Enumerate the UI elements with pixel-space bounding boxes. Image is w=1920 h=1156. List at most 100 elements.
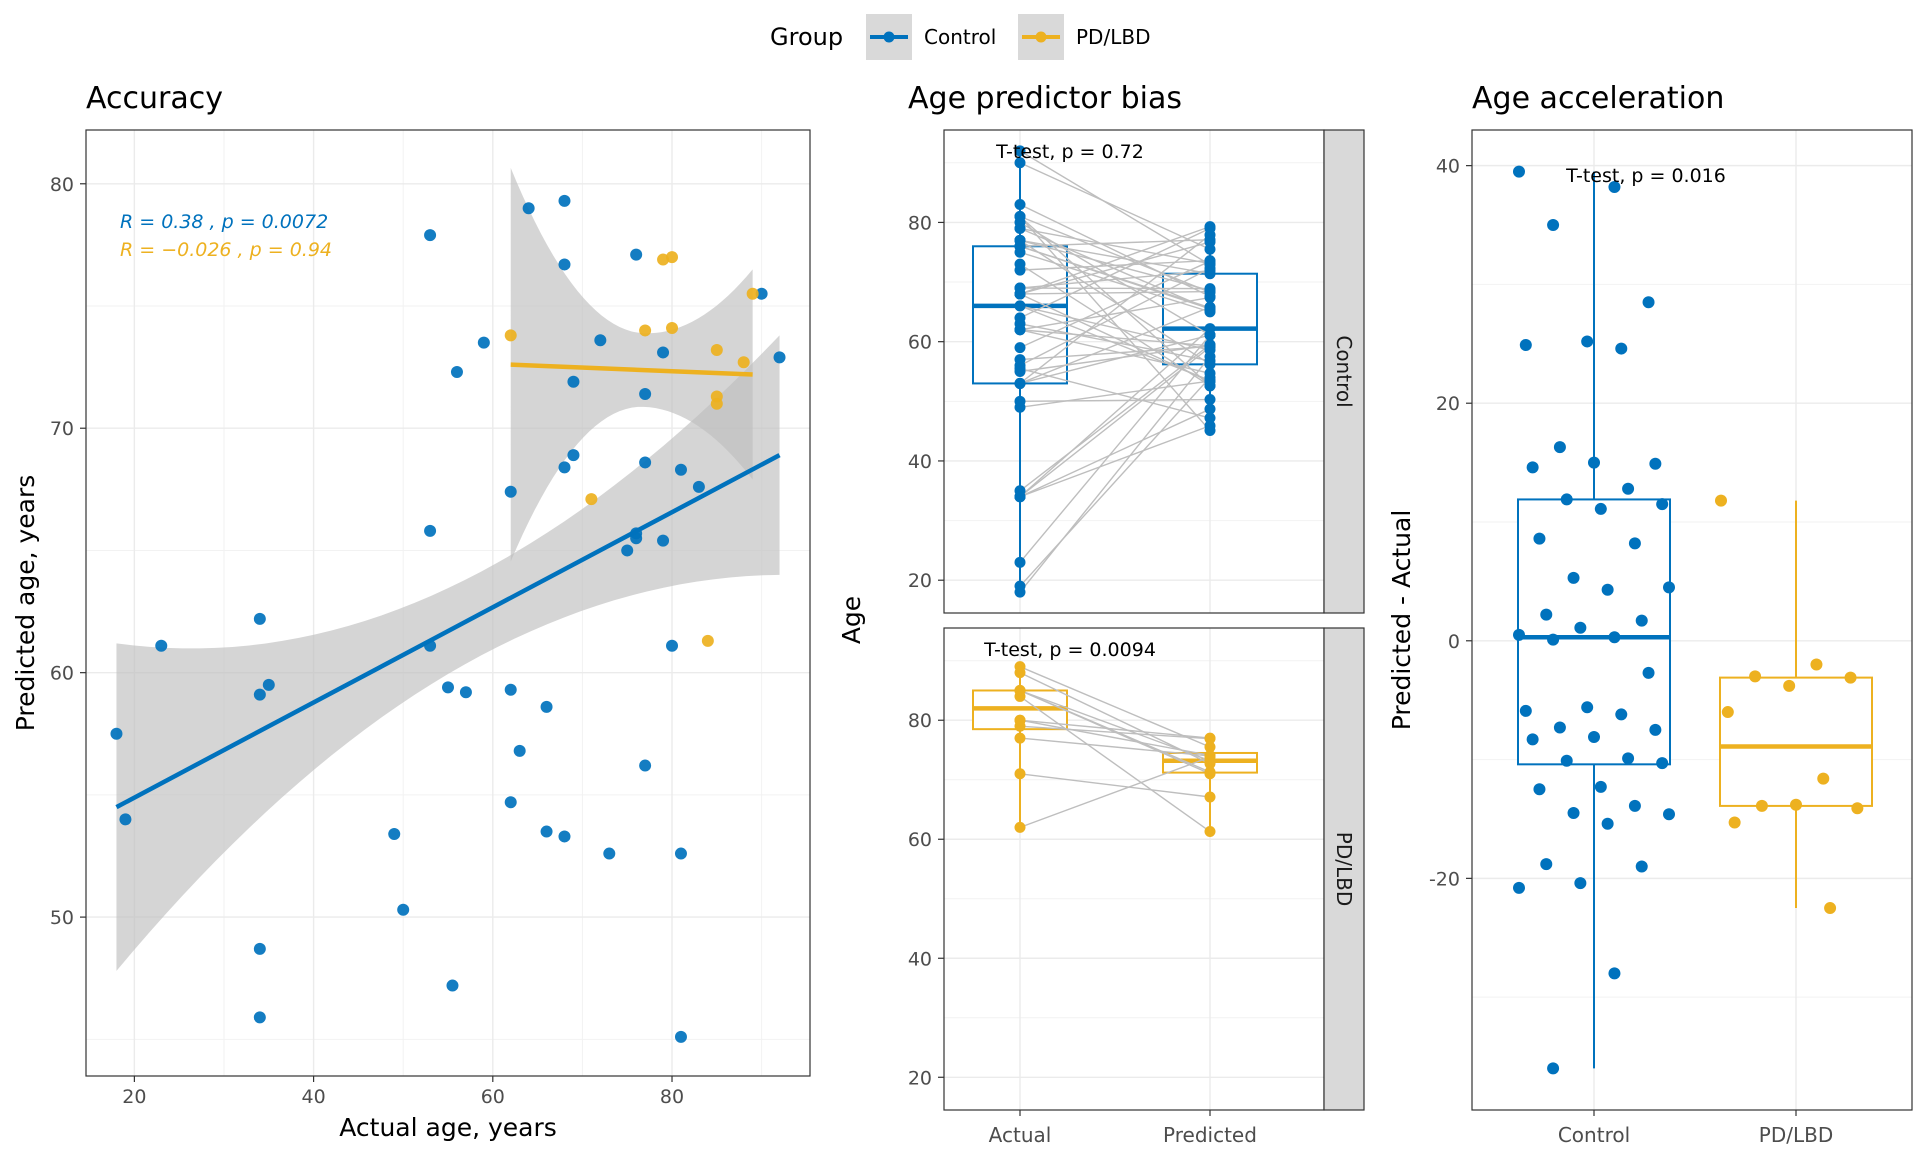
data-point-predicted [1204, 758, 1216, 770]
data-point-control [755, 287, 768, 300]
data-point-control [639, 759, 652, 772]
pair-line [1019, 287, 1211, 290]
data-point-actual [1014, 312, 1026, 324]
data-point-pd [639, 324, 652, 337]
legend-label-control: Control [924, 25, 996, 49]
data-point-pd [666, 322, 679, 334]
confidence-ribbon-pd [510, 167, 753, 562]
pair-line [1019, 290, 1211, 295]
data-point-actual [1014, 580, 1026, 592]
y-tick-label: 20 [1436, 393, 1460, 415]
data-point-control [540, 700, 553, 713]
data-point-control [504, 485, 517, 498]
data-point-actual [1014, 768, 1026, 780]
pair-line [1019, 695, 1211, 833]
pair-line [1019, 215, 1211, 431]
pair-line [1019, 239, 1211, 275]
accuracy-annotation-control: R = 0.38 , p = 0.0072 [120, 211, 328, 233]
data-point-control [155, 639, 168, 652]
data-point-control [1560, 754, 1573, 767]
data-point-control [1594, 780, 1607, 793]
facet-strip-label: Control [1332, 335, 1356, 407]
data-point-actual [1014, 199, 1026, 211]
data-point-control [450, 366, 463, 378]
data-point-predicted [1204, 303, 1216, 315]
pair-line [1019, 162, 1211, 250]
x-tick-label: Actual [989, 1123, 1052, 1147]
data-point-predicted [1204, 412, 1216, 424]
y-tick-label: 80 [50, 174, 74, 196]
accuracy-panel: Accuracy 20 40 60 80 50 60 70 80 R = 0.38 , p =… [11, 81, 811, 1142]
pair-line [1019, 225, 1211, 295]
data-point-actual [1014, 234, 1026, 246]
data-point-control [1615, 342, 1628, 355]
data-point-control [558, 830, 571, 843]
pair-line [1019, 380, 1211, 408]
data-point-control [424, 229, 437, 242]
data-point-control [1526, 733, 1539, 746]
data-point-control [692, 480, 705, 493]
data-point-control [1574, 877, 1587, 890]
pair-line [1019, 689, 1211, 775]
data-point-control [603, 847, 616, 860]
data-point-control [1540, 608, 1553, 621]
pair-line [1019, 239, 1211, 365]
data-point-control [630, 248, 643, 261]
data-point-actual [1014, 377, 1026, 389]
data-point-control [504, 683, 517, 696]
data-point-pd [737, 356, 750, 369]
data-point-control [1567, 807, 1580, 820]
data-point-control [253, 688, 266, 701]
bias-panel: Age predictor bias Age Control T-test, p … [837, 81, 1365, 1147]
data-point-actual [1014, 282, 1026, 294]
pair-line [1019, 215, 1211, 293]
data-point-actual [1014, 491, 1026, 503]
data-point-pd [666, 251, 679, 264]
data-point-control [1526, 461, 1539, 474]
data-point-control [639, 456, 652, 469]
data-point-control [639, 388, 652, 400]
data-point-control [558, 461, 571, 474]
y-tick-label: 80 [908, 212, 932, 234]
data-point-control [397, 903, 410, 916]
data-point-control [567, 449, 580, 462]
data-point-control [1547, 219, 1560, 232]
accuracy-xlabel: Actual age, years [339, 1113, 557, 1142]
pair-line [1019, 756, 1211, 829]
data-point-control [666, 639, 679, 652]
data-point-pd [1844, 671, 1857, 684]
data-point-control [1519, 339, 1532, 352]
data-point-actual [1014, 145, 1026, 157]
data-point-control [442, 681, 454, 694]
data-point-control [674, 1030, 687, 1043]
data-point-predicted [1204, 290, 1216, 302]
pair-line [1019, 773, 1211, 798]
data-point-control [446, 979, 459, 992]
pair-line [1019, 666, 1211, 748]
data-point-control [1513, 165, 1525, 178]
facet-control: Control T-test, p = 0.72 20 40 60 80 [908, 129, 1365, 614]
data-point-control [119, 813, 132, 826]
y-tick-label: 0 [1448, 631, 1460, 653]
data-point-pd [1749, 670, 1762, 683]
data-point-control [1656, 498, 1669, 511]
accuracy-title: Accuracy [86, 81, 223, 116]
data-point-control [110, 727, 123, 740]
y-tick-label: 20 [908, 1067, 932, 1089]
data-point-predicted [1204, 425, 1216, 437]
data-point-control [1540, 858, 1553, 871]
data-point-control [1560, 493, 1573, 506]
data-point-predicted [1204, 234, 1216, 246]
data-point-control [253, 942, 266, 955]
data-point-control [253, 1011, 266, 1024]
data-point-control [1547, 1062, 1560, 1075]
legend-label-pd: PD/LBD [1076, 25, 1150, 49]
data-point-control [1635, 614, 1648, 627]
pair-line [1019, 293, 1211, 383]
y-tick-label: 60 [50, 663, 74, 685]
pair-line [1019, 260, 1211, 349]
acceleration-panel: Age acceleration -20 0 20 40 Control PD/LBD T… [1387, 81, 1913, 1147]
legend-key-control-dot [883, 31, 895, 43]
data-point-control [1608, 967, 1621, 980]
accuracy-annotation-pd: R = −0.026 , p = 0.94 [120, 239, 332, 261]
